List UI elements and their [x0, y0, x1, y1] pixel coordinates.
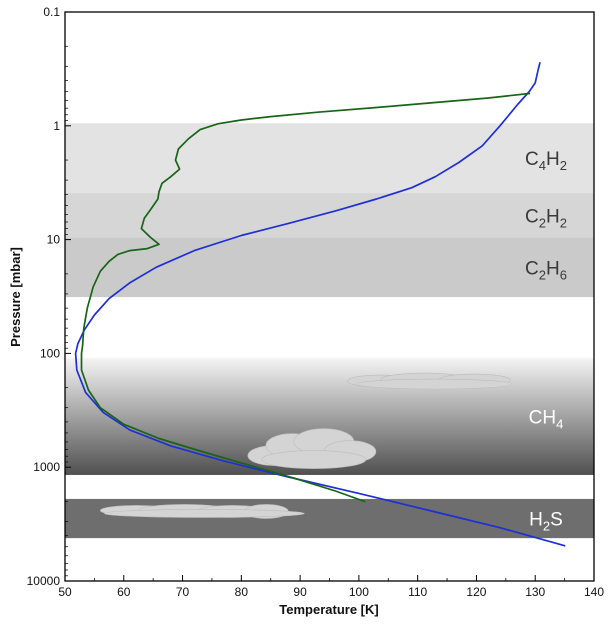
- x-tick-label: 140: [584, 585, 604, 599]
- x-tick-label: 130: [525, 585, 545, 599]
- y-tick-label: 1000: [33, 460, 60, 474]
- y-tick-label: 0.1: [43, 5, 60, 19]
- cloud-flat: [347, 372, 513, 390]
- cloud-flat-long: [100, 504, 305, 519]
- x-tick-label: 70: [176, 585, 190, 599]
- x-tick-label: 80: [235, 585, 249, 599]
- band-label-c2h2: C2H2: [525, 206, 567, 230]
- x-axis: 50 60 70 80 90 100 110 120 130 140: [58, 575, 604, 599]
- y-tick-label: 1: [53, 119, 60, 133]
- x-tick-label: 110: [408, 585, 427, 599]
- band-label-ch4: CH4: [529, 408, 564, 432]
- band-label-c4h2: C4H2: [525, 149, 567, 173]
- clouds: [100, 372, 513, 519]
- cloud-puffy: [247, 428, 377, 469]
- y-axis: 0.1 1 10 100 1000 10000: [27, 5, 71, 588]
- y-tick-label: 100: [40, 346, 60, 360]
- y-tick-label: 10000: [27, 574, 61, 588]
- series-line-green: [80, 92, 531, 503]
- band-c4h2: [65, 123, 594, 194]
- y-tick-label: 10: [47, 233, 61, 247]
- atmospheric-bands: [65, 123, 594, 539]
- x-tick-label: 50: [58, 585, 72, 599]
- x-tick-label: 60: [117, 585, 131, 599]
- band-c2h6: [65, 237, 594, 298]
- band-c2h2: [65, 193, 594, 238]
- band-label-c2h6: C2H6: [525, 258, 567, 282]
- band-h2s: [65, 498, 594, 539]
- band-label-h2s: H2S: [529, 510, 563, 534]
- x-tick-label: 100: [349, 585, 369, 599]
- x-axis-label: Temperature [K]: [279, 602, 378, 617]
- temperature-profiles: [74, 62, 566, 547]
- band-labels: C4H2 C2H2 C2H6 CH4 H2S: [525, 149, 567, 533]
- x-tick-label: 90: [293, 585, 307, 599]
- x-tick-label: 120: [466, 585, 486, 599]
- series-line-blue: [74, 62, 566, 547]
- y-axis-label: Pressure [mbar]: [8, 247, 23, 347]
